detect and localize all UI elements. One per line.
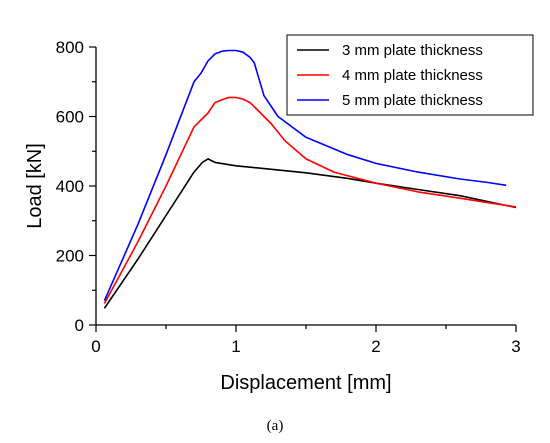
x-tick-label: 1 <box>231 337 240 356</box>
series-line-1 <box>103 158 517 309</box>
ticks: 0 1 2 3 0 200 400 600 800 <box>56 38 521 356</box>
series-line-2 <box>103 96 517 304</box>
legend-label-2: 4 mm plate thickness <box>342 67 483 84</box>
y-tick-label: 800 <box>56 38 84 57</box>
x-tick-label: 3 <box>511 337 520 356</box>
x-tick-label: 2 <box>371 337 380 356</box>
y-tick-label: 600 <box>56 108 84 127</box>
legend: 3 mm plate thickness 4 mm plate thickness… <box>286 34 534 116</box>
x-tick-label: 0 <box>91 337 100 356</box>
y-tick-label: 400 <box>56 177 84 196</box>
series-line-3 <box>103 49 507 302</box>
y-tick-label: 0 <box>75 316 84 335</box>
legend-label-3: 5 mm plate thickness <box>342 92 483 109</box>
y-tick-label: 200 <box>56 247 84 266</box>
x-axis-title: Displacement [mm] <box>220 372 391 394</box>
series-lines <box>103 49 517 309</box>
figure-caption: (a) <box>267 418 284 434</box>
legend-label-1: 3 mm plate thickness <box>342 42 483 59</box>
y-axis-title: Load [kN] <box>24 143 46 229</box>
